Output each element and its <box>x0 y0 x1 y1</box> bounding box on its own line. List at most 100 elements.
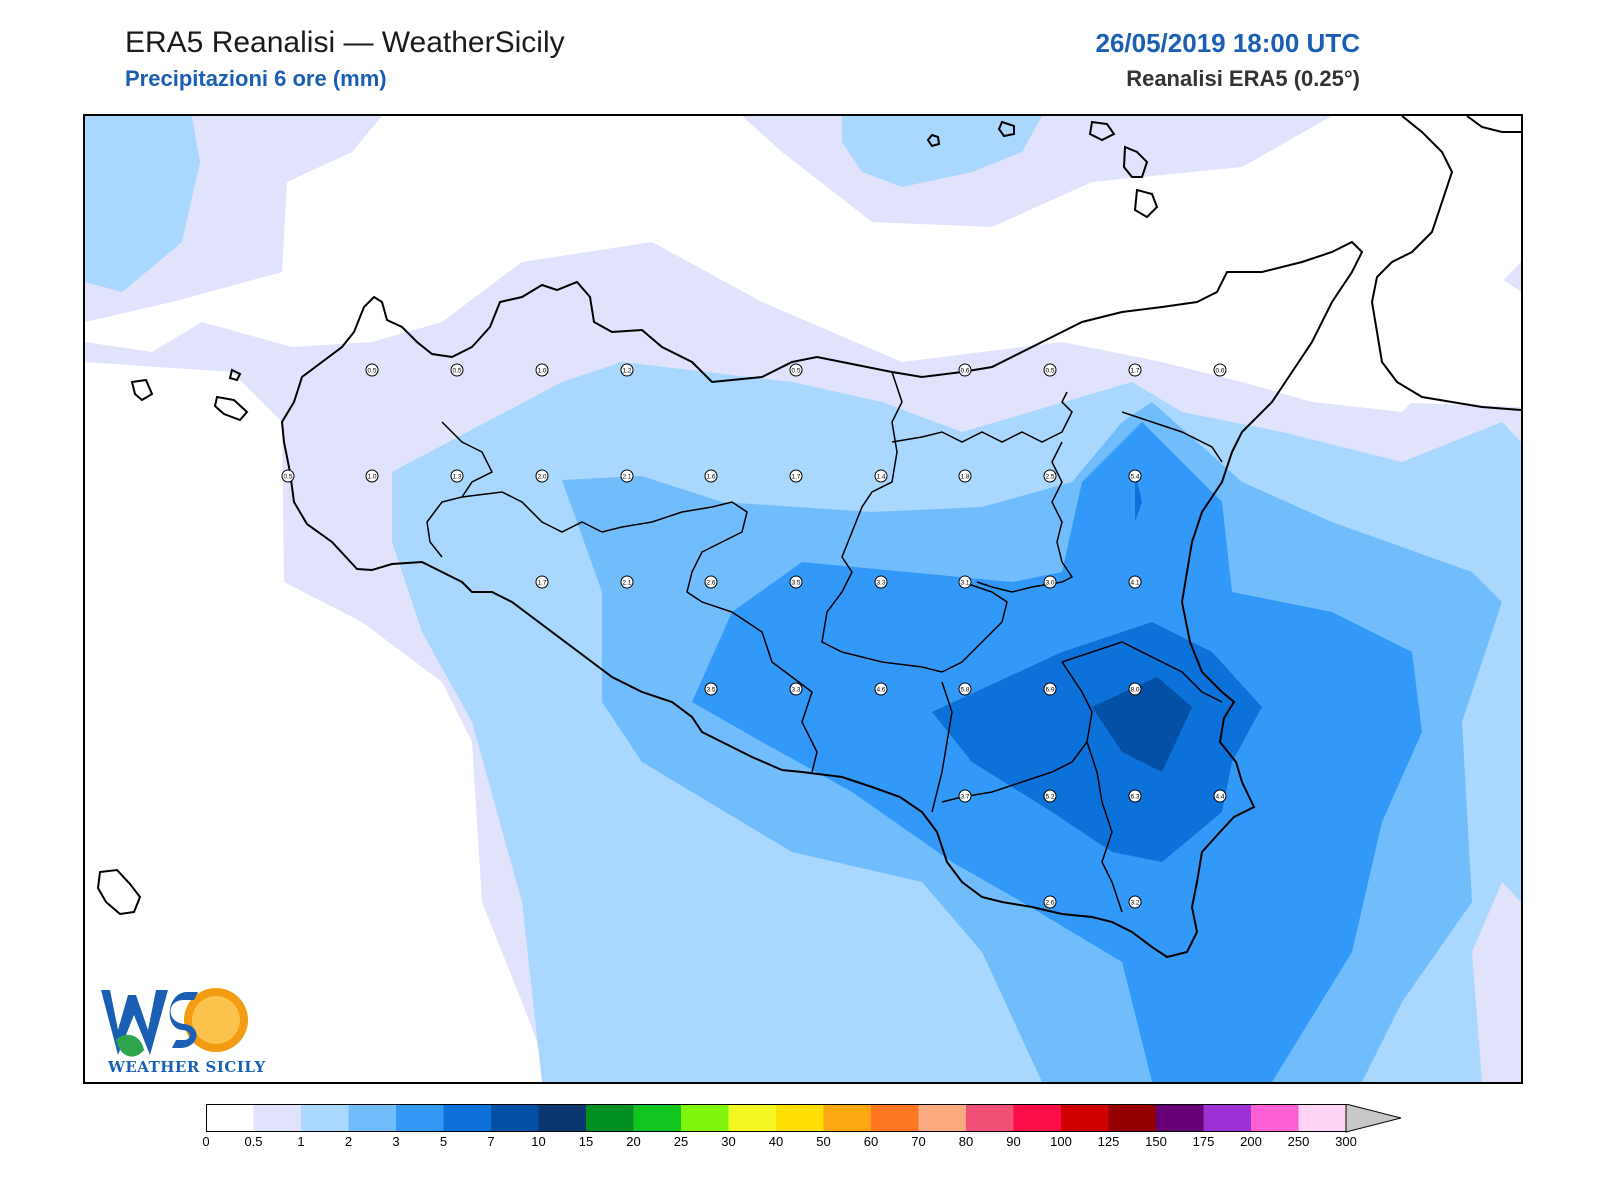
colorbar-segment <box>633 1104 682 1132</box>
colorbar-tick-label: 0 <box>202 1134 210 1149</box>
colorbar-tick-label: 125 <box>1097 1134 1120 1149</box>
colorbar-segment <box>1251 1104 1299 1132</box>
pantelleria-island <box>96 868 142 916</box>
map-subtitle: Precipitazioni 6 ore (mm) <box>125 66 387 91</box>
station-value: 2.1 <box>622 580 631 587</box>
station-marker <box>450 363 464 377</box>
calabria-coast-north <box>1466 116 1521 133</box>
station-marker <box>1043 575 1057 589</box>
station-marker <box>365 469 379 483</box>
coastlines <box>96 116 1521 959</box>
colorbar-segment <box>871 1104 919 1132</box>
colorbar-segment <box>1108 1104 1157 1132</box>
station-marker <box>1043 469 1057 483</box>
station-value: 1.0 <box>367 474 376 481</box>
station-value: 0.5 <box>367 368 376 375</box>
station-marker <box>365 363 379 377</box>
colorbar-segment <box>443 1104 492 1132</box>
station-marker <box>535 575 549 589</box>
station-value: 3.5 <box>791 580 800 587</box>
colorbar-segment <box>206 1104 254 1132</box>
station-value: 0.5 <box>283 474 292 481</box>
station-marker <box>789 682 803 696</box>
colorbar-tick-label: 200 <box>1240 1134 1262 1149</box>
station-marker <box>958 789 972 803</box>
station-value: 1.7 <box>791 474 800 481</box>
colorbar-segment <box>1061 1104 1109 1132</box>
colorbar-segment <box>918 1104 967 1132</box>
station-marker <box>789 575 803 589</box>
station-value: 5.4 <box>1130 474 1139 481</box>
station-markers: 0.5 0.5 1.0 1.2 0.5 0.6 0.5 1.7 0.6 0.5 1.0 1.3 2.0 2… <box>281 363 1227 909</box>
field-5-7-main <box>932 622 1262 862</box>
station-marker <box>958 682 972 696</box>
station-marker <box>704 682 718 696</box>
station-value: 1.6 <box>706 474 715 481</box>
alicudi-island <box>926 133 941 148</box>
station-value: 6.9 <box>1045 687 1054 694</box>
model-info: Reanalisi ERA5 (0.25°) <box>1126 66 1360 91</box>
field-5-7 <box>1135 472 1142 522</box>
station-marker <box>874 682 888 696</box>
weather-sicily-logo <box>101 988 248 1057</box>
station-value: 5.2 <box>1045 794 1054 801</box>
colorbar-tick-label: 300 <box>1335 1134 1357 1149</box>
station-marker <box>1043 363 1057 377</box>
vulcano-island <box>1133 188 1159 219</box>
station-value: 1.2 <box>622 368 631 375</box>
colorbar-labels: 0 0.5 1 2 3 5 7 10 15 20 25 30 40 50 60 70 80 90 100 125 150… <box>202 1134 1356 1154</box>
colorbar-tick-label: 90 <box>1006 1134 1021 1149</box>
colorbar-tick-label: 50 <box>816 1134 831 1149</box>
station-marker <box>1128 789 1142 803</box>
station-value: 2.1 <box>622 474 631 481</box>
field-1-2-north <box>842 116 1042 187</box>
precipitation-map[interactable]: 0.5 0.5 1.0 1.2 0.5 0.6 0.5 1.7 0.6 0.5 1.0 1.3 2.0 2… <box>83 114 1523 1084</box>
station-marker <box>958 469 972 483</box>
field-1-2-northwest <box>85 116 200 292</box>
colorbar-tick-label: 3 <box>392 1134 400 1149</box>
colorbar-tick-label: 20 <box>626 1134 641 1149</box>
colorbar-segment <box>1203 1104 1252 1132</box>
station-value: 2.6 <box>1045 900 1054 907</box>
map-title: ERA5 Reanalisi — WeatherSicily <box>125 26 565 59</box>
colorbar-segment <box>586 1104 634 1132</box>
station-marker <box>874 469 888 483</box>
station-value: 0.5 <box>791 368 800 375</box>
precip-fields <box>85 116 1521 1082</box>
filicudi-island <box>997 120 1015 138</box>
station-marker <box>535 363 549 377</box>
colorbar-tick-label: 80 <box>958 1134 974 1149</box>
station-value: 8.0 <box>1130 687 1139 694</box>
salina-island <box>1088 120 1116 142</box>
province-border-5 <box>976 441 1074 593</box>
colorbar-tick-label: 250 <box>1287 1134 1310 1149</box>
colorbar-tick-label: 40 <box>768 1134 784 1149</box>
colorbar <box>206 1104 1402 1133</box>
lipari-island <box>1122 145 1149 178</box>
colorbar-outline <box>206 1104 1347 1132</box>
station-value: 2.0 <box>537 474 546 481</box>
station-value: 3.1 <box>960 580 969 587</box>
ustica-island <box>228 368 242 382</box>
station-marker <box>789 363 803 377</box>
station-marker <box>958 363 972 377</box>
valid-datetime: 26/05/2019 18:00 UTC <box>1095 28 1360 58</box>
colorbar-tick-label: 5 <box>439 1134 448 1149</box>
colorbar-segment <box>253 1104 302 1132</box>
colorbar-tick-label: 1 <box>297 1134 305 1149</box>
station-marker <box>789 469 803 483</box>
station-value: 3.2 <box>1130 900 1139 907</box>
field-7-10 <box>1092 677 1192 772</box>
colorbar-segment <box>728 1104 777 1132</box>
province-border-1 <box>426 421 494 558</box>
colorbar-tick-label: 60 <box>863 1134 879 1149</box>
colorbar-segment <box>1298 1104 1347 1132</box>
station-marker <box>620 363 634 377</box>
sicily-coast <box>280 240 1364 959</box>
station-marker <box>1213 363 1227 377</box>
station-value: 2.5 <box>1045 474 1054 481</box>
station-value: 1.0 <box>537 368 546 375</box>
colorbar-segment <box>681 1104 729 1132</box>
colorbar-tick-label: 7 <box>487 1134 495 1149</box>
station-marker <box>1043 789 1057 803</box>
